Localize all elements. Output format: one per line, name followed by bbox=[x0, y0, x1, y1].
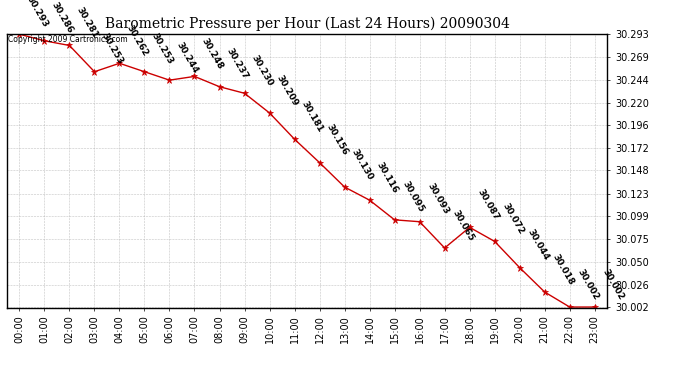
Text: 30.209: 30.209 bbox=[275, 73, 300, 107]
Text: 30.281: 30.281 bbox=[75, 6, 100, 40]
Text: Copyright 2009 Cartronics.com: Copyright 2009 Cartronics.com bbox=[8, 35, 127, 44]
Text: 30.244: 30.244 bbox=[175, 40, 200, 75]
Text: 30.156: 30.156 bbox=[325, 123, 350, 157]
Text: 30.253: 30.253 bbox=[100, 32, 125, 66]
Text: 30.181: 30.181 bbox=[300, 99, 325, 134]
Text: 30.286: 30.286 bbox=[50, 1, 75, 35]
Text: 30.002: 30.002 bbox=[600, 267, 625, 302]
Text: 30.262: 30.262 bbox=[125, 23, 150, 58]
Text: 30.116: 30.116 bbox=[375, 160, 400, 195]
Text: 30.018: 30.018 bbox=[550, 252, 575, 286]
Text: 30.087: 30.087 bbox=[475, 188, 500, 222]
Text: 30.248: 30.248 bbox=[200, 36, 225, 71]
Text: 30.095: 30.095 bbox=[400, 180, 425, 214]
Text: 30.044: 30.044 bbox=[525, 228, 551, 262]
Text: 30.237: 30.237 bbox=[225, 46, 250, 81]
Text: 30.002: 30.002 bbox=[575, 267, 600, 302]
Title: Barometric Pressure per Hour (Last 24 Hours) 20090304: Barometric Pressure per Hour (Last 24 Ho… bbox=[105, 17, 509, 31]
Text: 30.293: 30.293 bbox=[25, 0, 50, 28]
Text: 30.230: 30.230 bbox=[250, 54, 275, 88]
Text: 30.065: 30.065 bbox=[450, 208, 475, 242]
Text: 30.253: 30.253 bbox=[150, 32, 175, 66]
Text: 30.072: 30.072 bbox=[500, 201, 525, 236]
Text: 30.093: 30.093 bbox=[425, 182, 450, 216]
Text: 30.130: 30.130 bbox=[350, 147, 375, 182]
